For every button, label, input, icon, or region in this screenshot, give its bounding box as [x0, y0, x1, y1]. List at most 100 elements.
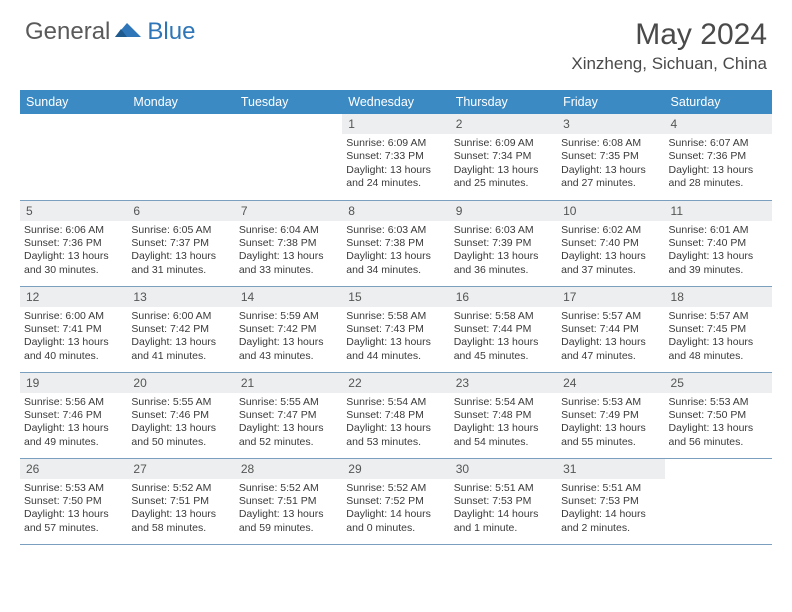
daylight-line: Daylight: 14 hours and 2 minutes. [561, 508, 660, 535]
calendar-day-cell: 26Sunrise: 5:53 AMSunset: 7:50 PMDayligh… [20, 458, 127, 544]
sunset-line: Sunset: 7:40 PM [669, 237, 768, 250]
calendar-day-cell: 1Sunrise: 6:09 AMSunset: 7:33 PMDaylight… [342, 114, 449, 200]
day-number: 11 [665, 201, 772, 221]
calendar-day-cell: 19Sunrise: 5:56 AMSunset: 7:46 PMDayligh… [20, 372, 127, 458]
calendar-day-cell: 3Sunrise: 6:08 AMSunset: 7:35 PMDaylight… [557, 114, 664, 200]
daylight-line: Daylight: 13 hours and 52 minutes. [239, 422, 338, 449]
day-number: 13 [127, 287, 234, 307]
sunrise-line: Sunrise: 6:06 AM [24, 224, 123, 237]
day-number: 16 [450, 287, 557, 307]
calendar-day-cell: 8Sunrise: 6:03 AMSunset: 7:38 PMDaylight… [342, 200, 449, 286]
daylight-line: Daylight: 13 hours and 48 minutes. [669, 336, 768, 363]
sunrise-line: Sunrise: 6:00 AM [24, 310, 123, 323]
weekday-header: Saturday [665, 90, 772, 114]
day-number: 30 [450, 459, 557, 479]
daylight-line: Daylight: 13 hours and 56 minutes. [669, 422, 768, 449]
day-number: 1 [342, 114, 449, 134]
calendar-day-cell: 4Sunrise: 6:07 AMSunset: 7:36 PMDaylight… [665, 114, 772, 200]
daylight-line: Daylight: 14 hours and 1 minute. [454, 508, 553, 535]
sunrise-line: Sunrise: 5:55 AM [239, 396, 338, 409]
sunrise-line: Sunrise: 5:52 AM [239, 482, 338, 495]
day-details: Sunrise: 6:08 AMSunset: 7:35 PMDaylight:… [557, 134, 664, 195]
day-details: Sunrise: 5:58 AMSunset: 7:44 PMDaylight:… [450, 307, 557, 368]
sunset-line: Sunset: 7:49 PM [561, 409, 660, 422]
daylight-line: Daylight: 13 hours and 24 minutes. [346, 164, 445, 191]
day-number: 8 [342, 201, 449, 221]
day-details: Sunrise: 5:52 AMSunset: 7:51 PMDaylight:… [127, 479, 234, 540]
sunrise-line: Sunrise: 6:08 AM [561, 137, 660, 150]
sunset-line: Sunset: 7:53 PM [561, 495, 660, 508]
sunset-line: Sunset: 7:36 PM [669, 150, 768, 163]
day-details: Sunrise: 5:56 AMSunset: 7:46 PMDaylight:… [20, 393, 127, 454]
sunset-line: Sunset: 7:44 PM [561, 323, 660, 336]
sunrise-line: Sunrise: 6:07 AM [669, 137, 768, 150]
day-number: 5 [20, 201, 127, 221]
calendar-day-cell: 6Sunrise: 6:05 AMSunset: 7:37 PMDaylight… [127, 200, 234, 286]
daylight-line: Daylight: 13 hours and 45 minutes. [454, 336, 553, 363]
daylight-line: Daylight: 13 hours and 39 minutes. [669, 250, 768, 277]
calendar-day-cell: 7Sunrise: 6:04 AMSunset: 7:38 PMDaylight… [235, 200, 342, 286]
day-details: Sunrise: 6:09 AMSunset: 7:34 PMDaylight:… [450, 134, 557, 195]
day-number: 9 [450, 201, 557, 221]
daylight-line: Daylight: 13 hours and 43 minutes. [239, 336, 338, 363]
weekday-header: Thursday [450, 90, 557, 114]
day-details: Sunrise: 5:55 AMSunset: 7:47 PMDaylight:… [235, 393, 342, 454]
sunset-line: Sunset: 7:48 PM [454, 409, 553, 422]
sunrise-line: Sunrise: 6:00 AM [131, 310, 230, 323]
calendar-week-row: 26Sunrise: 5:53 AMSunset: 7:50 PMDayligh… [20, 458, 772, 544]
calendar-day-cell: 10Sunrise: 6:02 AMSunset: 7:40 PMDayligh… [557, 200, 664, 286]
page-header: General Blue May 2024 Xinzheng, Sichuan,… [0, 0, 792, 82]
day-number: 10 [557, 201, 664, 221]
day-number: 21 [235, 373, 342, 393]
sunrise-line: Sunrise: 5:55 AM [131, 396, 230, 409]
day-number: 26 [20, 459, 127, 479]
sunrise-line: Sunrise: 6:09 AM [346, 137, 445, 150]
daylight-line: Daylight: 13 hours and 53 minutes. [346, 422, 445, 449]
sunrise-line: Sunrise: 6:05 AM [131, 224, 230, 237]
sunset-line: Sunset: 7:46 PM [131, 409, 230, 422]
sunrise-line: Sunrise: 5:52 AM [346, 482, 445, 495]
day-details: Sunrise: 6:07 AMSunset: 7:36 PMDaylight:… [665, 134, 772, 195]
day-number: 7 [235, 201, 342, 221]
sunrise-line: Sunrise: 5:52 AM [131, 482, 230, 495]
calendar-day-cell: 11 Sunrise: 6:01 AMSunset: 7:40 PMDayligh… [665, 200, 772, 286]
day-details: Sunrise: 5:59 AMSunset: 7:42 PMDaylight:… [235, 307, 342, 368]
sunset-line: Sunset: 7:43 PM [346, 323, 445, 336]
sunset-line: Sunset: 7:46 PM [24, 409, 123, 422]
calendar-day-cell: . [127, 114, 234, 200]
day-number: 22 [342, 373, 449, 393]
sunset-line: Sunset: 7:44 PM [454, 323, 553, 336]
calendar-day-cell: 28Sunrise: 5:52 AMSunset: 7:51 PMDayligh… [235, 458, 342, 544]
day-number: 6 [127, 201, 234, 221]
sunset-line: Sunset: 7:35 PM [561, 150, 660, 163]
day-details: Sunrise: 6:09 AMSunset: 7:33 PMDaylight:… [342, 134, 449, 195]
daylight-line: Daylight: 13 hours and 50 minutes. [131, 422, 230, 449]
day-details: Sunrise: 5:58 AMSunset: 7:43 PMDaylight:… [342, 307, 449, 368]
day-number: 19 [20, 373, 127, 393]
sunset-line: Sunset: 7:51 PM [239, 495, 338, 508]
calendar-day-cell: 2Sunrise: 6:09 AMSunset: 7:34 PMDaylight… [450, 114, 557, 200]
weekday-header-row: Sunday Monday Tuesday Wednesday Thursday… [20, 90, 772, 114]
calendar-table: Sunday Monday Tuesday Wednesday Thursday… [20, 90, 772, 545]
day-number: 17 [557, 287, 664, 307]
sunrise-line: Sunrise: 5:53 AM [561, 396, 660, 409]
day-number: 3 [557, 114, 664, 134]
day-number: 14 [235, 287, 342, 307]
sunset-line: Sunset: 7:37 PM [131, 237, 230, 250]
day-details: Sunrise: 6:06 AMSunset: 7:36 PMDaylight:… [20, 221, 127, 282]
day-number: 31 [557, 459, 664, 479]
day-details: Sunrise: 5:54 AMSunset: 7:48 PMDaylight:… [450, 393, 557, 454]
sunset-line: Sunset: 7:34 PM [454, 150, 553, 163]
sunrise-line: Sunrise: 6:01 AM [669, 224, 768, 237]
calendar-week-row: ...1Sunrise: 6:09 AMSunset: 7:33 PMDayli… [20, 114, 772, 200]
day-details: Sunrise: 5:54 AMSunset: 7:48 PMDaylight:… [342, 393, 449, 454]
sunset-line: Sunset: 7:47 PM [239, 409, 338, 422]
daylight-line: Daylight: 13 hours and 54 minutes. [454, 422, 553, 449]
daylight-line: Daylight: 14 hours and 0 minutes. [346, 508, 445, 535]
calendar-day-cell: 27Sunrise: 5:52 AMSunset: 7:51 PMDayligh… [127, 458, 234, 544]
day-number: 20 [127, 373, 234, 393]
calendar-day-cell: . [235, 114, 342, 200]
day-number: 25 [665, 373, 772, 393]
daylight-line: Daylight: 13 hours and 49 minutes. [24, 422, 123, 449]
day-details: Sunrise: 6:00 AMSunset: 7:41 PMDaylight:… [20, 307, 127, 368]
